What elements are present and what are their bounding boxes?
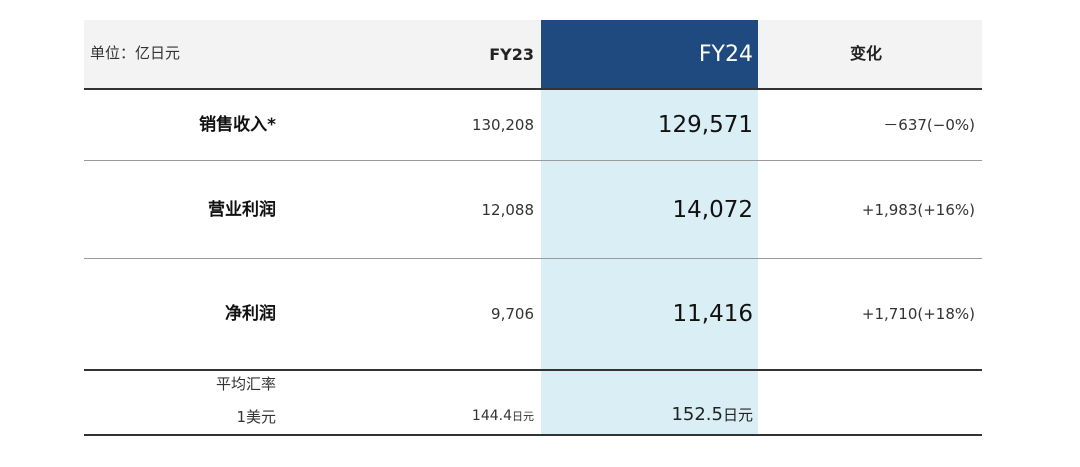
operating-profit-fy23-value: 12,088 [481,201,535,219]
fx-fy24-unit: 日元 [722,406,753,424]
fx-section-rule [84,369,982,371]
financial-summary-table: 单位：亿日元 FY23 FY24 变化 销售收入* 130,208 129,57… [84,20,982,436]
fx-rate-fy24: 152.5日元 [671,406,753,424]
header-row-background [84,20,982,88]
row-label-operating-profit: 营业利润 [208,200,276,220]
fx-fy23-number: 144.4 [471,408,512,424]
column-header-fy23: FY23 [489,45,534,64]
fx-fy24-number: 152.5 [671,404,723,425]
fx-rate-fy23: 144.4日元 [472,409,534,423]
row-label-sales: 销售收入* [199,115,276,135]
sales-fy24-value: 129,571 [657,112,753,138]
column-header-change: 变化 [850,44,883,63]
net-profit-fy23-value: 9,706 [491,305,534,323]
row-divider [84,258,982,259]
fx-rate-label: 平均汇率 [215,375,276,393]
sales-change-value: －637(−0%) [883,116,975,134]
column-header-fy24: FY24 [698,42,753,67]
header-bottom-rule [84,88,982,90]
fx-fy23-unit: 日元 [512,410,534,423]
fx-rate-currency: 1美元 [236,408,276,426]
net-profit-change-value: +1,710(+18%) [861,305,975,323]
row-divider [84,160,982,161]
sales-fy23-value: 130,208 [471,116,534,134]
fy24-header-cell [541,20,758,88]
unit-label: 单位：亿日元 [90,44,181,62]
table-bottom-rule [84,434,982,436]
net-profit-fy24-value: 11,416 [672,301,753,327]
operating-profit-fy24-value: 14,072 [672,197,753,223]
operating-profit-change-value: +1,983(+16%) [861,201,975,219]
row-label-net-profit: 净利润 [225,304,276,324]
